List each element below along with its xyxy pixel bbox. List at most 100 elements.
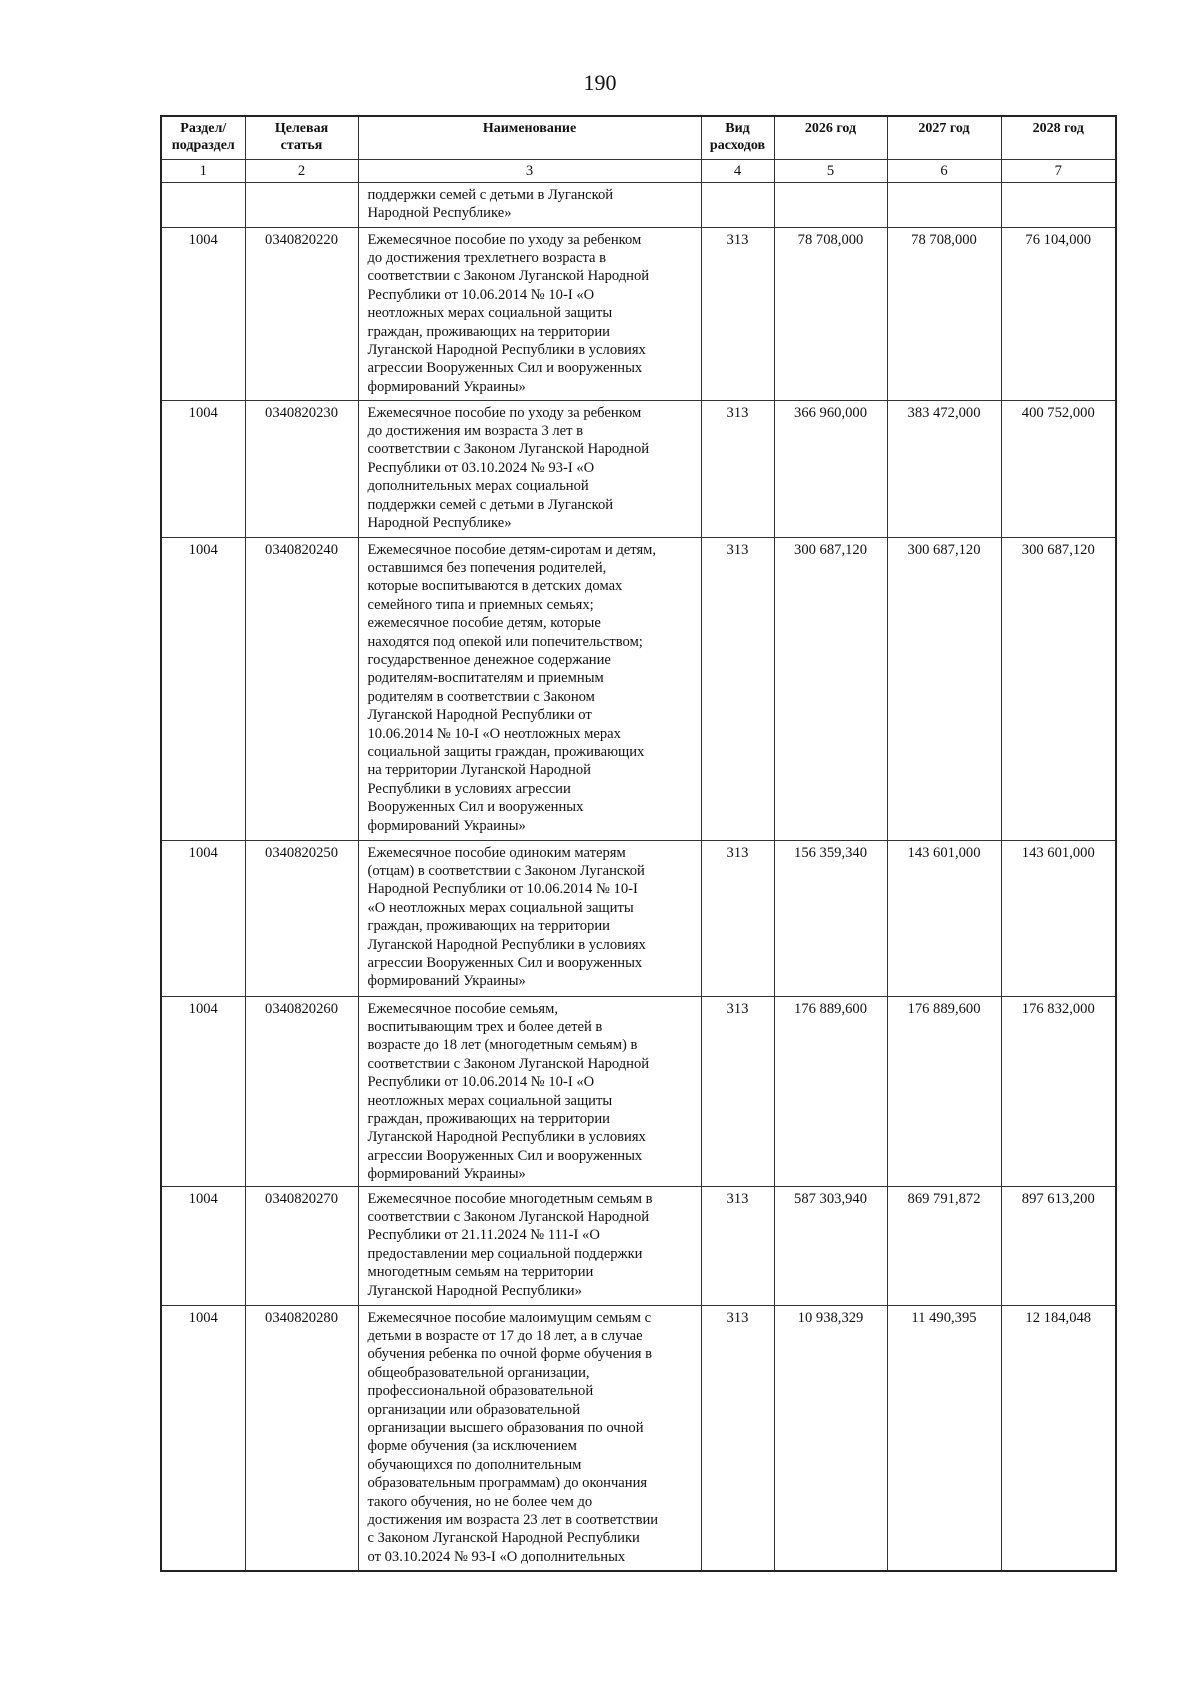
table-row: 1004 0340820230 Ежемесячное пособие по ухо…	[160, 399, 1117, 538]
name-line: формирований Украины»	[367, 378, 526, 395]
name-line: Республики от 10.06.2014 № 10-I «О	[367, 1074, 595, 1091]
expense-kind-cell: 313	[700, 226, 775, 401]
name-line: социальной защиты граждан, проживающих	[367, 743, 645, 760]
name-line: неотложных мерах социальной защиты	[367, 305, 613, 322]
header-name: Наименование	[357, 115, 702, 160]
name-cell: Ежемесячное пособие детям-сиротам и детя…	[357, 536, 702, 841]
name-line: возрасте до 18 лет (многодетным семьям) …	[367, 1037, 638, 1054]
name-line: Республики от 03.10.2024 № 93-I «О	[367, 459, 595, 476]
name-line: дополнительных мерах социальной	[367, 478, 589, 495]
name-line: ежемесячное пособие детям, которые	[367, 615, 601, 632]
name-line: граждан, проживающих на территории	[367, 323, 610, 340]
amount-2028-cell: 176 832,000	[1000, 995, 1117, 1187]
amount-2028-cell: 143 601,000	[1000, 839, 1117, 997]
amount-2028-cell: 897 613,200	[1000, 1185, 1117, 1306]
name-line: формирований Украины»	[367, 973, 526, 990]
name-line: формирований Украины»	[367, 817, 526, 834]
name-line: с Законом Луганской Народной Республики	[367, 1530, 640, 1547]
header-kind: Вид расходов	[700, 115, 775, 160]
section-cell: 1004	[160, 226, 246, 401]
name-line: детьми в возрасте от 17 до 18 лет, а в с…	[367, 1327, 643, 1344]
header-section: Раздел/подраздел	[160, 115, 246, 160]
name-cell: Ежемесячное пособие семьям, воспитывающим…	[357, 995, 702, 1187]
name-line: профессиональной образовательной	[367, 1383, 594, 1400]
expense-kind-cell: 313	[700, 1185, 775, 1306]
expense-kind-cell: 313	[700, 536, 775, 841]
section-cell: 1004	[160, 399, 246, 538]
name-line: Ежемесячное пособие детям-сиротам и детя…	[367, 541, 657, 558]
name-line: от 03.10.2024 № 93-I «О дополнительных	[367, 1548, 626, 1565]
name-line: Ежемесячное пособие по уходу за ребенком	[367, 404, 642, 421]
name-line: (отцам) в соответствии с Законом Луганск…	[367, 862, 645, 879]
name-line: соответствии с Законом Луганской Народно…	[367, 441, 650, 458]
name-line: обучения ребенка по очной форме обучения…	[367, 1346, 652, 1363]
name-line: семейного типа и приемных семьях;	[367, 596, 594, 613]
name-line: Ежемесячное пособие по уходу за ребенком	[367, 231, 642, 248]
name-cell: Ежемесячное пособие по уходу за ребенком…	[357, 226, 702, 401]
name-line: Луганской Народной Республики в условиях	[367, 341, 646, 358]
name-line: находятся под опекой или попечительством…	[367, 633, 643, 650]
name-line: агрессии Вооруженных Сил и вооруженных	[367, 1147, 643, 1164]
name-line: Народной Республике»	[367, 514, 512, 531]
target-article-cell: 0340820280	[244, 1304, 359, 1572]
header-2026: 2026 год	[773, 115, 888, 160]
name-line: Республики в условиях агрессии	[367, 780, 571, 797]
amount-2027-cell: 869 791,872	[886, 1185, 1002, 1306]
section-cell: 1004	[160, 839, 246, 997]
expense-kind-cell: 313	[700, 1304, 775, 1572]
name-line: поддержки семей с детьми в Луганской	[367, 496, 614, 513]
name-line: воспитывающим трех и более детей в	[367, 1018, 603, 1035]
amount-2027-cell: 11 490,395	[886, 1304, 1002, 1572]
column-number: 1	[160, 158, 246, 183]
target-article-cell: 0340820240	[244, 536, 359, 841]
name-line: поддержки семей с детьми в Луганской	[367, 186, 614, 203]
name-line: родителям в соответствии с Законом	[367, 688, 595, 705]
header-line: Наименование	[482, 121, 577, 136]
name-line: граждан, проживающих на территории	[367, 1110, 610, 1127]
column-number: 7	[1000, 158, 1117, 183]
expense-kind-cell: 313	[700, 995, 775, 1187]
name-line: Ежемесячное пособие семьям,	[367, 1000, 559, 1017]
header-line: статья	[280, 138, 323, 153]
section-cell	[160, 181, 246, 228]
name-cell: Ежемесячное пособие одиноким матерям (отц…	[357, 839, 702, 997]
name-line: Луганской Народной Республики в условиях	[367, 936, 646, 953]
header-row: Раздел/подраздел Целевая статья Наименовани…	[160, 115, 1117, 160]
amount-2026-cell	[773, 181, 888, 228]
target-article-cell: 0340820270	[244, 1185, 359, 1306]
amount-2028-cell: 300 687,120	[1000, 536, 1117, 841]
amount-2028-cell: 76 104,000	[1000, 226, 1117, 401]
name-line: граждан, проживающих на территории	[367, 918, 610, 935]
header-line: Целевая	[274, 121, 329, 136]
name-line: на территории Луганской Народной	[367, 762, 591, 779]
table-row: поддержки семей с детьми в Луганской Наро…	[160, 181, 1117, 228]
name-line: Республики от 10.06.2014 № 10-I «О	[367, 286, 595, 303]
name-cell: Ежемесячное пособие по уходу за ребенком…	[357, 399, 702, 538]
name-line: Ежемесячное пособие малоимущим семьям с	[367, 1309, 652, 1326]
column-number: 5	[773, 158, 888, 183]
target-article-cell: 0340820260	[244, 995, 359, 1187]
name-line: 10.06.2014 № 10-I «О неотложных мерах	[367, 725, 621, 742]
amount-2026-cell: 10 938,329	[773, 1304, 888, 1572]
section-cell: 1004	[160, 995, 246, 1187]
name-line: формирований Украины»	[367, 1166, 526, 1183]
name-line: оставшимся без попечения родителей,	[367, 559, 607, 576]
column-number: 4	[700, 158, 775, 183]
name-line: организации высшего образования по очной	[367, 1419, 644, 1436]
section-cell: 1004	[160, 1185, 246, 1306]
table-row: 1004 0340820240 Ежемесячное пособие детям-…	[160, 536, 1117, 841]
amount-2027-cell: 143 601,000	[886, 839, 1002, 997]
target-article-cell: 0340820220	[244, 226, 359, 401]
name-line: соответствии с Законом Луганской Народно…	[367, 1208, 650, 1225]
name-line: Народной Республики от 10.06.2014 № 10-I	[367, 881, 638, 898]
amount-2027-cell	[886, 181, 1002, 228]
target-article-cell: 0340820230	[244, 399, 359, 538]
table-row: 1004 0340820270 Ежемесячное пособие многод…	[160, 1185, 1117, 1306]
name-line: Луганской Народной Республики»	[367, 1282, 582, 1299]
amount-2028-cell: 12 184,048	[1000, 1304, 1117, 1572]
header-line: расходов	[709, 138, 766, 153]
name-line: агрессии Вооруженных Сил и вооруженных	[367, 954, 643, 971]
amount-2026-cell: 176 889,600	[773, 995, 888, 1187]
name-line: Луганской Народной Республики от	[367, 707, 592, 724]
expense-kind-cell: 313	[700, 839, 775, 997]
